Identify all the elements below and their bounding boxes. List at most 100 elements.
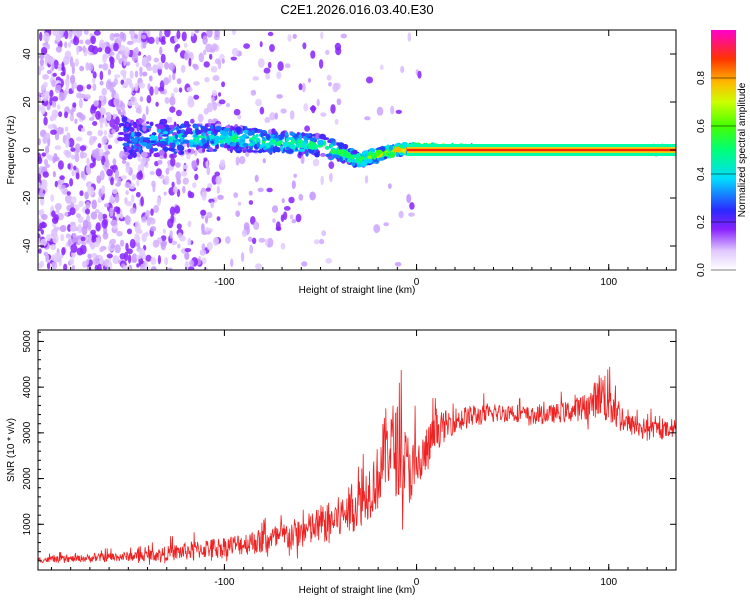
- spectrogram-signal-blob: [346, 161, 349, 165]
- spectrogram-signal-blob: [169, 130, 174, 134]
- spectrogram-noise-blob: [276, 71, 282, 80]
- spectrogram-noise-blob: [167, 267, 173, 270]
- spectrogram-noise-blob: [241, 229, 247, 237]
- spectrogram-carrier-peak: [406, 148, 676, 152]
- spectrogram-noise-blob: [160, 53, 166, 64]
- spectrogram-noise-blob: [275, 226, 282, 232]
- spectrogram-noise-blob: [218, 99, 226, 105]
- spectrogram-signal-blob: [181, 134, 188, 138]
- spectrogram-noise-blob: [76, 247, 84, 256]
- spectrogram-noise-blob: [72, 102, 77, 108]
- spectrogram-noise-blob: [235, 156, 240, 166]
- spectrogram-noise-blob: [214, 58, 221, 65]
- spectrogram-signal-blob: [351, 162, 356, 167]
- spectrogram-signal-blob: [162, 119, 166, 125]
- spectrogram-signal-blob: [197, 135, 204, 138]
- spectrogram-noise-blob: [336, 98, 342, 106]
- spectrogram-noise-blob: [181, 31, 187, 42]
- spectrogram-noise-blob: [61, 247, 66, 256]
- spectrogram-signal-blob: [360, 160, 367, 167]
- spectrogram-noise-blob: [96, 175, 102, 184]
- spectrogram-noise-blob: [206, 166, 211, 176]
- spectrogram-signal-blob: [337, 149, 344, 155]
- spectrogram-ticks: -100 0 100 -40 -20 0 20 40: [22, 30, 676, 288]
- spectrogram-noise-blob: [43, 116, 48, 126]
- spectrogram-noise-blob: [95, 222, 101, 232]
- spectrogram-noise-blob: [102, 63, 109, 71]
- spectrogram-noise-blob: [60, 233, 65, 242]
- spectrogram-signal-blob: [214, 125, 222, 130]
- spectrogram-signal-blob: [298, 148, 306, 152]
- spectrogram-signal-blob: [263, 147, 267, 151]
- spectrogram-signal-blob: [262, 138, 266, 142]
- spectrogram-noise-blob: [38, 54, 45, 60]
- spectrogram-noise-blob: [64, 30, 69, 40]
- spectrogram-noise-blob: [140, 263, 145, 270]
- spectrogram-noise-blob: [269, 44, 275, 52]
- spectrogram-noise-blob: [74, 143, 81, 153]
- spectrogram-noise-blob: [217, 194, 224, 200]
- spectrogram-noise-blob: [134, 47, 139, 55]
- spectrogram-signal-blob: [314, 149, 317, 154]
- spectrogram-noise-blob: [259, 106, 265, 115]
- spectrogram-noise-blob: [40, 92, 48, 99]
- spectrogram-noise-blob: [69, 224, 77, 232]
- spectrogram-noise-blob: [76, 30, 83, 37]
- spectrogram-noise-blob: [110, 219, 118, 226]
- spectrogram-noise-blob: [206, 30, 213, 38]
- spectrogram-noise-blob: [88, 62, 94, 72]
- spectrogram-noise-blob: [417, 70, 422, 79]
- spectrogram-noise-blob: [255, 263, 262, 270]
- spectrogram-signal-blob: [168, 124, 175, 129]
- spectrogram-signal-blob: [187, 148, 192, 153]
- spectrogram-noise-blob: [142, 56, 148, 66]
- spectrogram-noise-blob: [66, 191, 71, 196]
- spectrogram-noise-blob: [134, 70, 139, 78]
- snr-ylabel: SNR (10 * v/v): [6, 418, 17, 482]
- spectrogram-noise-blob: [221, 81, 226, 88]
- spectrogram-noise-blob: [116, 230, 123, 237]
- spectrogram-noise-blob: [106, 112, 112, 122]
- spectrogram-noise-blob: [40, 105, 46, 115]
- spectrogram-noise-blob: [171, 181, 175, 188]
- spectrogram-noise-blob: [154, 85, 159, 95]
- spectrogram-noise-blob: [135, 234, 141, 244]
- spectrogram-noise-blob: [212, 236, 219, 246]
- spectrogram-signal-blob: [195, 137, 200, 140]
- spectrogram-signal-blob: [255, 137, 261, 143]
- spectrogram-signal-blob: [301, 142, 305, 149]
- spectrogram-noise-blob: [87, 186, 95, 196]
- spectrogram-noise-blob: [321, 230, 327, 237]
- spectrogram-noise-blob: [168, 62, 175, 71]
- spectrogram-noise-blob: [131, 253, 138, 263]
- spectrogram-signal-blob: [265, 142, 271, 149]
- spectrogram-noise-blob: [71, 264, 75, 270]
- spectrogram-noise-blob: [92, 83, 97, 92]
- spectrogram-noise-blob: [150, 208, 154, 216]
- spectrogram-noise-blob: [257, 58, 265, 68]
- spectrogram-noise-blob: [49, 89, 54, 98]
- spectrogram-noise-blob: [83, 30, 89, 35]
- spectrogram-noise-blob: [139, 66, 143, 73]
- spectrogram-signal-blob: [375, 149, 383, 155]
- spectrogram-noise-blob: [71, 170, 75, 177]
- spectrogram-signal-blob: [284, 141, 288, 147]
- spectrogram-noise-blob: [85, 208, 90, 215]
- spectrogram-noise-blob: [70, 61, 76, 68]
- spectrogram-noise-blob: [104, 203, 110, 208]
- spectrogram-noise-blob: [140, 34, 147, 40]
- spectrogram-noise-blob: [124, 215, 131, 225]
- spectrogram-signal-blob: [387, 152, 394, 155]
- spectrogram-noise-blob: [38, 248, 42, 254]
- spectrogram-noise-blob: [50, 194, 55, 202]
- spectrogram-noise-blob: [193, 81, 200, 86]
- spectrogram-signal-blob: [164, 137, 169, 142]
- spectrogram-noise-blob: [125, 190, 129, 196]
- snr-ytick-label: 3000: [22, 421, 33, 444]
- spectrogram-noise-blob: [88, 44, 95, 53]
- spectrogram-signal-blob: [228, 130, 232, 137]
- spectrogram-signal-blob: [158, 149, 165, 156]
- spectrogram-noise-blob: [90, 35, 96, 45]
- spectrogram-noise-blob: [160, 235, 167, 241]
- spectrogram-noise-blob: [60, 184, 66, 190]
